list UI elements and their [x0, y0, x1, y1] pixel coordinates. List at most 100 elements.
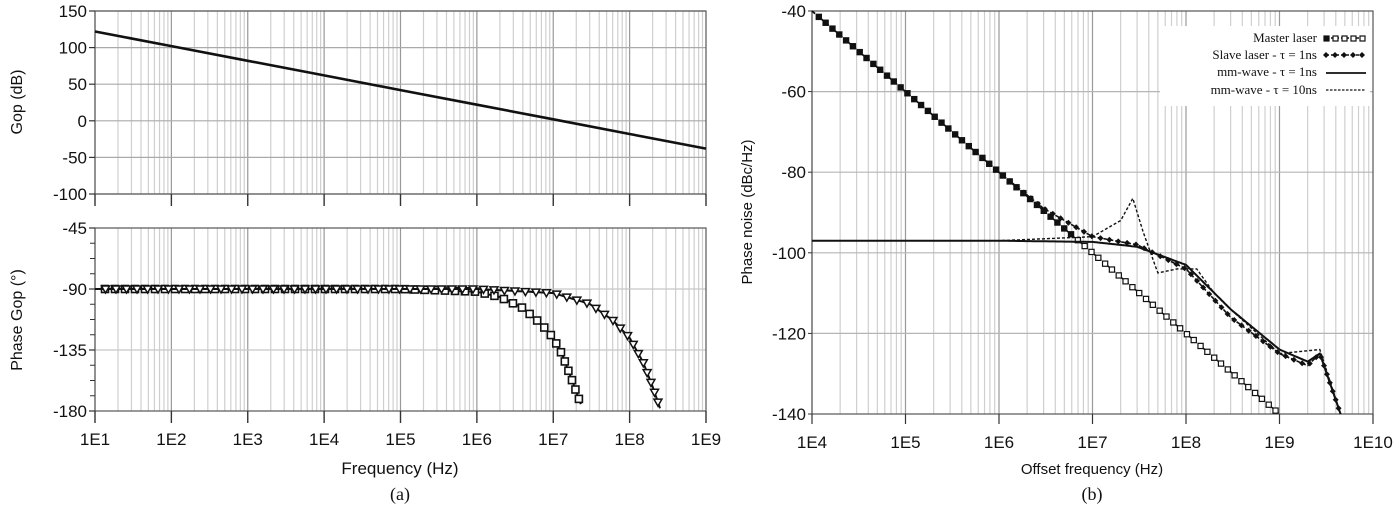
square-marker [1129, 283, 1136, 291]
y-tick-label: -140 [772, 405, 806, 424]
legend-label-mmwave-1ns: mm-wave - τ = 1ns [1217, 64, 1317, 79]
legend-square-marker [1350, 35, 1357, 42]
square-marker [539, 323, 549, 332]
diamond-marker [965, 143, 972, 150]
triangle-marker [457, 285, 468, 295]
square-marker [1170, 319, 1177, 326]
square-marker [1204, 348, 1211, 356]
square-marker [1095, 254, 1102, 262]
x-axis-title: Offset frequency (Hz) [1021, 461, 1163, 478]
legend-diamond-marker [1341, 52, 1347, 58]
square-marker [499, 294, 509, 304]
gridlines [811, 11, 1373, 414]
y-tick-label: 0 [78, 112, 87, 131]
y-tick-label: -60 [781, 83, 806, 102]
y-axis-ticks: 150 100 50 0 -50 -100 [53, 2, 95, 204]
legend-diamond-marker [1359, 52, 1365, 58]
diamond-marker [1006, 178, 1013, 185]
triangle-marker [551, 290, 563, 300]
x-tick-label: 1E6 [984, 433, 1014, 452]
triangle-marker [590, 304, 602, 314]
diamond-marker [1181, 265, 1188, 272]
triangle-marker [362, 285, 374, 295]
diamond-marker [999, 172, 1006, 179]
mmwave-10ns-line [812, 196, 1342, 415]
diamond-marker [1042, 206, 1049, 213]
triangle-marker [394, 285, 405, 295]
y-tick-label: -45 [62, 219, 87, 238]
triangle-marker [184, 285, 195, 295]
diamond-marker [986, 160, 993, 167]
diamond-marker [1013, 183, 1020, 190]
mmwave-1ns-line [812, 239, 1342, 415]
diamond-marker [1194, 277, 1201, 284]
data-series [94, 30, 707, 150]
diamond-marker [822, 19, 829, 26]
square-marker [1136, 289, 1143, 297]
diamond-marker [972, 149, 979, 156]
triangle-marker [205, 285, 216, 295]
diamond-marker [1212, 297, 1219, 304]
y-tick-label: -120 [772, 324, 806, 343]
x-tick-label: 1E4 [797, 433, 827, 452]
square-marker [1122, 278, 1129, 285]
square-marker [1251, 389, 1259, 397]
diamond-marker [1245, 327, 1252, 334]
diamond-marker [1027, 195, 1034, 202]
diamond-marker [938, 119, 945, 126]
triangle-marker [131, 285, 143, 295]
diamond-marker [1073, 224, 1080, 231]
triangle-marker [607, 316, 619, 327]
chart-gop-magnitude: 150 100 50 0 -50 -100 Gop (dB) [9, 2, 707, 206]
legend-square-marker [1332, 35, 1339, 42]
legend-label-slave-laser: Slave laser - τ = 1ns [1212, 47, 1317, 62]
triangle-marker [121, 285, 132, 295]
square-marker [1149, 301, 1157, 309]
square-marker [1176, 325, 1184, 332]
y-axis-ticks: -45 -90 -135 -180 [53, 219, 95, 421]
square-marker [556, 347, 566, 357]
diamond-marker [870, 60, 877, 67]
triangle-marker [142, 285, 153, 295]
square-marker [1272, 407, 1279, 414]
y-tick-label: -180 [53, 402, 87, 421]
x-tick-label: 1E1 [80, 430, 110, 449]
triangle-marker [488, 286, 500, 296]
diamond-marker [1080, 228, 1087, 235]
diamond-marker [856, 49, 863, 56]
square-marker [1197, 342, 1204, 350]
x-axis-title: Frequency (Hz) [341, 459, 458, 478]
diamond-marker [1049, 210, 1056, 217]
diamond-marker [1282, 353, 1289, 360]
triangle-marker [226, 285, 237, 295]
y-axis-title: Gop (dB) [9, 70, 26, 135]
legend-square-marker [1359, 35, 1366, 42]
x-tick-label: 1E8 [615, 430, 645, 449]
triangle-marker [163, 285, 174, 295]
diamond-marker [897, 84, 904, 91]
square-marker [508, 298, 518, 308]
y-axis-title: Phase Gop (°) [9, 269, 26, 371]
triangle-marker [446, 285, 458, 295]
x-tick-label: 1E10 [1353, 433, 1393, 452]
triangle-marker [425, 285, 437, 295]
square-marker [1054, 219, 1061, 226]
triangle-marker [641, 368, 653, 379]
triangle-marker [561, 293, 573, 303]
triangle-marker [373, 285, 384, 295]
triangle-marker [110, 285, 122, 295]
y-tick-label: -90 [62, 280, 87, 299]
diamond-marker [890, 78, 897, 85]
legend-diamond-marker [1350, 52, 1356, 58]
triangle-marker [645, 378, 657, 388]
diamond-marker [911, 96, 918, 103]
x-tick-label: 1E9 [1264, 433, 1294, 452]
diamond-marker [863, 55, 870, 62]
diamond-marker [1267, 343, 1274, 350]
diamond-marker [1020, 189, 1027, 196]
diamond-marker [1034, 200, 1041, 207]
y-tick-label: 100 [59, 39, 87, 58]
y-tick-label: -100 [772, 244, 806, 263]
square-marker [567, 375, 577, 385]
